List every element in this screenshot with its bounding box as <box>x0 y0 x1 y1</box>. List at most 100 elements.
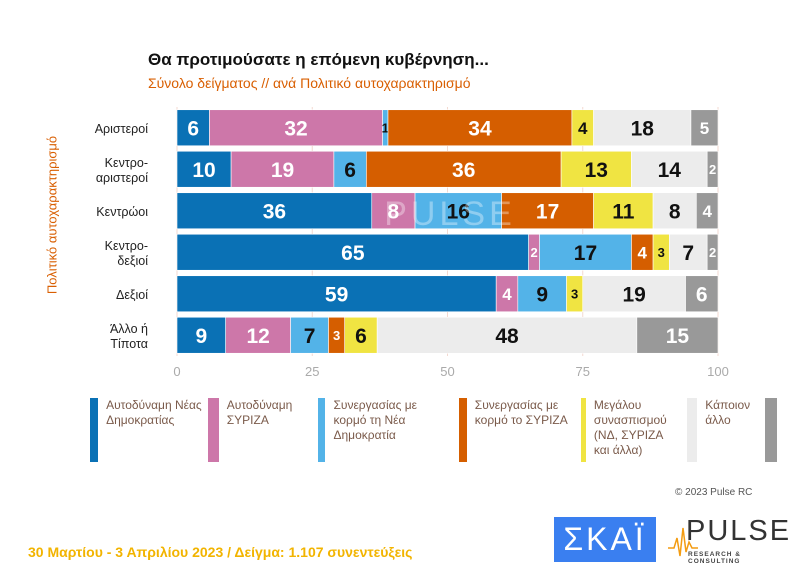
data-label: 6 <box>344 159 356 182</box>
bar-segment <box>387 109 573 147</box>
legend-item: Συνεργασίας με κορμό τη Νέα Δημοκρατία <box>318 398 453 462</box>
data-label: 19 <box>622 283 645 306</box>
bar-segment <box>176 316 226 354</box>
bar-segment <box>652 192 697 230</box>
data-label: 2 <box>709 245 716 260</box>
bar-segment <box>690 109 719 147</box>
legend-label: Κάποιον άλλο <box>705 398 751 427</box>
x-tick-label: 100 <box>707 364 729 379</box>
bar-segment <box>176 192 373 230</box>
data-label: 5 <box>700 119 709 138</box>
bar-segment <box>344 316 378 354</box>
bar-segment <box>685 275 719 313</box>
category-label: Τίποτα <box>110 337 148 351</box>
chart-subtitle: Σύνολο δείγματος // ανά Πολιτικό αυτοχαρ… <box>148 75 471 91</box>
legend-label: Μεγάλου συνασπισμού (ΝΔ, ΣΥΡΙΖΑ και άλλα… <box>593 398 667 457</box>
data-label: 10 <box>192 159 215 182</box>
data-label: 4 <box>638 243 648 262</box>
data-label: 15 <box>666 325 690 348</box>
category-label: Κεντρώοι <box>96 205 148 219</box>
data-label: 59 <box>325 283 348 306</box>
category-label: Κεντρο- <box>105 156 148 170</box>
legend-label: Αυτοδύναμη Νέας Δημοκρατίας <box>106 398 202 427</box>
legend-item <box>765 398 785 462</box>
data-label: 12 <box>246 325 269 348</box>
legend-swatch <box>581 398 586 462</box>
data-label: 36 <box>452 159 475 182</box>
data-label: 3 <box>333 328 340 343</box>
data-label: 3 <box>658 245 665 260</box>
bar-segment <box>706 233 719 271</box>
footer-note: 30 Μαρτίου - 3 Απριλίου 2023 / Δείγμα: 1… <box>28 544 413 560</box>
data-label: 6 <box>696 283 708 306</box>
bar-segment <box>669 233 708 271</box>
data-label: 34 <box>468 117 492 140</box>
legend-swatch <box>687 398 698 462</box>
legend-swatch <box>318 398 326 462</box>
legend-swatch <box>459 398 467 462</box>
x-tick-label: 50 <box>440 364 454 379</box>
skai-logo: ΣΚΑΪ <box>554 517 656 562</box>
data-label: 14 <box>658 159 682 182</box>
data-label: 2 <box>709 162 716 177</box>
bar-segment <box>560 150 632 188</box>
data-label: 7 <box>682 242 694 265</box>
x-tick-label: 0 <box>173 364 180 379</box>
data-label: 32 <box>284 117 307 140</box>
data-label: 18 <box>631 117 655 140</box>
bar-segment <box>582 275 686 313</box>
watermark: PULSE <box>384 195 516 233</box>
data-label: 7 <box>304 325 316 348</box>
bar-segment <box>230 150 335 188</box>
data-label: 8 <box>669 200 681 223</box>
legend-item: Κάποιον άλλο <box>687 398 759 462</box>
data-label: 3 <box>571 286 578 301</box>
bar-segment <box>333 150 367 188</box>
bar-segment <box>176 150 232 188</box>
data-label: 17 <box>574 242 597 265</box>
legend-item: Μεγάλου συνασπισμού (ΝΔ, ΣΥΡΙΖΑ και άλλα… <box>581 398 681 462</box>
legend-item: Αυτοδύναμη ΣΥΡΙΖΑ <box>208 398 312 462</box>
category-label: Αριστεροί <box>95 122 149 136</box>
legend: Αυτοδύναμη Νέας Δημοκρατίας Αυτοδύναμη ΣΥ… <box>90 398 791 462</box>
bar-segment <box>593 192 654 230</box>
bar-segment <box>371 192 416 230</box>
bar-segment <box>176 109 210 147</box>
data-label: 19 <box>271 159 294 182</box>
data-label: 4 <box>578 119 588 138</box>
data-label: 4 <box>702 202 712 221</box>
legend-swatch <box>765 398 777 462</box>
bar-segment <box>176 275 497 313</box>
legend-label: Συνεργασίας με κορμό τη Νέα Δημοκρατία <box>333 398 417 442</box>
category-label: δεξιοί <box>117 254 148 268</box>
legend-swatch <box>90 398 99 462</box>
copyright: © 2023 Pulse RC <box>675 487 753 498</box>
data-label: 9 <box>196 325 208 348</box>
bar-segment <box>290 316 329 354</box>
bar-segment <box>501 192 594 230</box>
bar-segment <box>696 192 719 230</box>
bar-segment <box>593 109 692 147</box>
data-label: 11 <box>612 200 635 223</box>
data-label: 6 <box>187 117 199 140</box>
data-label: 36 <box>263 200 286 223</box>
legend-item: Συνεργασίας με κορμό το ΣΥΡΙΖΑ <box>459 398 575 462</box>
data-label: 13 <box>585 159 608 182</box>
bar-segment <box>517 275 567 313</box>
data-label: 8 <box>388 200 400 223</box>
chart-title: Θα προτιμούσατε η επόμενη κυβέρνηση... <box>148 50 489 69</box>
legend-label: Συνεργασίας με κορμό το ΣΥΡΙΖΑ <box>474 398 568 427</box>
data-label: 6 <box>355 325 367 348</box>
bar-segment <box>376 316 638 354</box>
bar-segment <box>366 150 562 188</box>
category-label: αριστεροί <box>96 171 148 185</box>
data-label: 48 <box>495 325 519 348</box>
bar-segment <box>636 316 719 354</box>
data-label: 4 <box>502 285 512 304</box>
x-tick-label: 25 <box>305 364 319 379</box>
legend-label: Αυτοδύναμη ΣΥΡΙΖΑ <box>226 398 293 427</box>
category-label: Άλλο ή <box>110 322 148 336</box>
x-tick-label: 75 <box>576 364 590 379</box>
data-label: 17 <box>536 200 559 223</box>
